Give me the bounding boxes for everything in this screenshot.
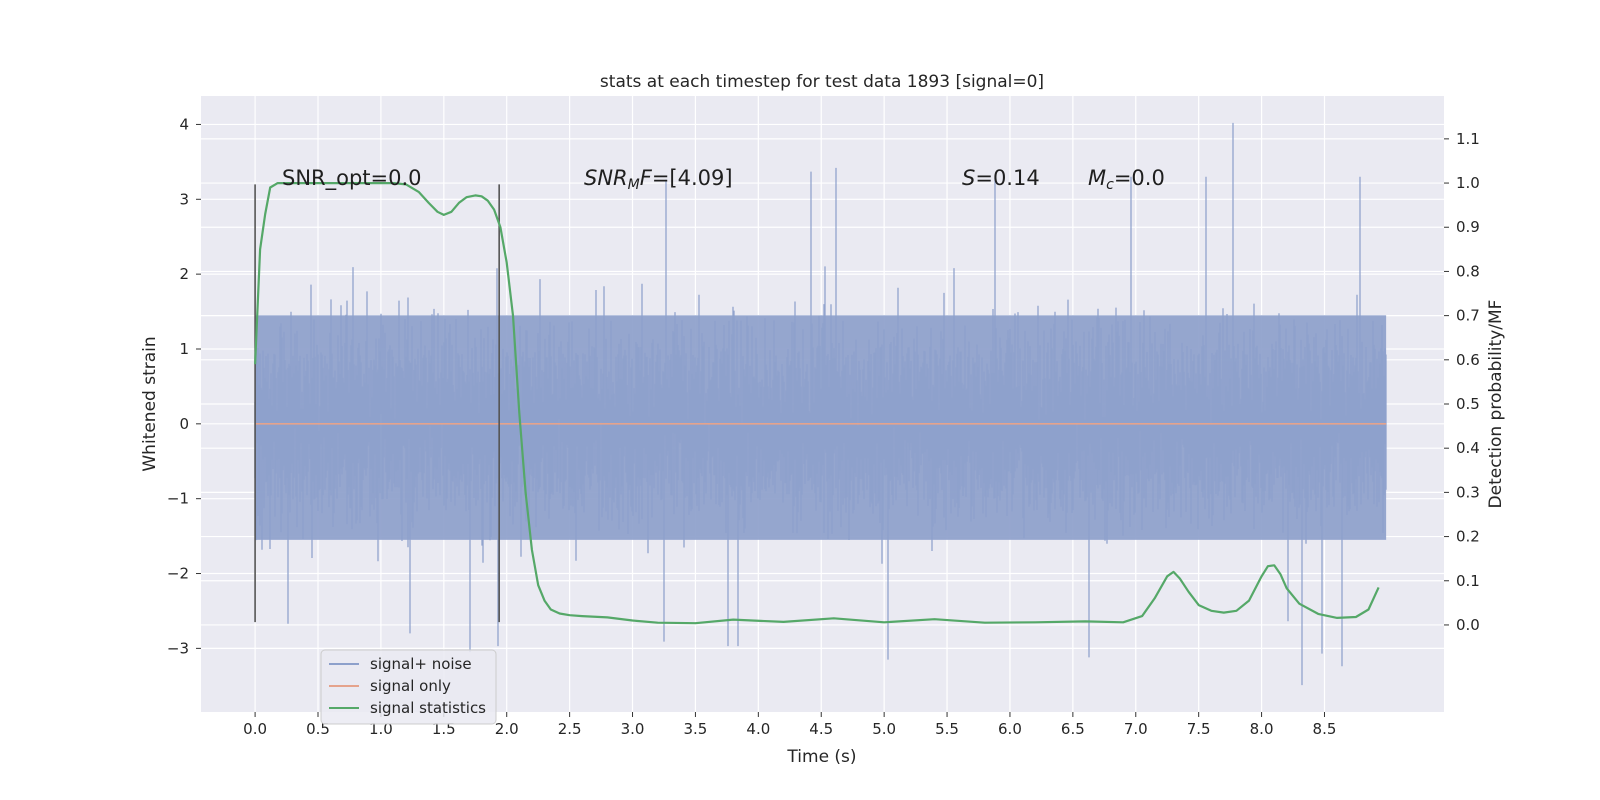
- x-tick-label-1: 0.5: [306, 720, 330, 738]
- x-tick-label-16: 8.0: [1250, 720, 1274, 738]
- legend-label-signal-statistics: signal statistics: [370, 699, 486, 717]
- x-axis-title: Time (s): [786, 747, 856, 767]
- y-tick-label-7: −3: [167, 639, 189, 657]
- legend-label-signal-only: signal only: [370, 677, 451, 695]
- y-tick-label-6: −2: [167, 565, 189, 583]
- x-tick-label-8: 4.0: [746, 720, 770, 738]
- annotation-snr-opt: SNR_opt=0.0: [282, 166, 422, 191]
- annotation-snr-mf-value: =[4.09]: [652, 166, 733, 190]
- y-axis-title: Whitened strain: [140, 336, 160, 471]
- series-signal-statistics: [254, 182, 1380, 625]
- y-tick-label-2: 2: [179, 265, 189, 283]
- chart-title: stats at each timestep for test data 189…: [600, 72, 1044, 92]
- y-axis-left: 4 3 2 1 0 −1 −2 −3: [167, 115, 201, 657]
- annotation-mc-sub: c: [1106, 177, 1114, 193]
- y-axis-right: 1.1 1.0 0.9 0.8 0.7 0.6 0.5 0.4 0.3 0.2 0.1 0.0: [1444, 130, 1480, 634]
- annotation-snr-mf-sub: M: [628, 177, 640, 193]
- x-tick-label-5: 2.5: [558, 720, 582, 738]
- x-tick-label-7: 3.5: [684, 720, 708, 738]
- annotation-s-label: S: [962, 166, 975, 190]
- annotation-mc-value: =0.0: [1114, 166, 1165, 190]
- signal-statistics-line: [254, 182, 1380, 625]
- y-tick-label-4: 0: [179, 415, 189, 433]
- x-tick-label-0: 0.0: [243, 720, 267, 738]
- x-tick-label-4: 2.0: [495, 720, 519, 738]
- annotation-snr-mf-base: SNR: [584, 166, 628, 190]
- x-tick-label-9: 4.5: [809, 720, 833, 738]
- legend-box: [320, 649, 497, 725]
- y2-tick-label-9: 0.2: [1456, 528, 1480, 546]
- x-tick-label-15: 7.5: [1187, 720, 1211, 738]
- y2-tick-label-11: 0.0: [1456, 616, 1480, 634]
- y2-tick-label-4: 0.7: [1456, 307, 1480, 325]
- y2-tick-label-2: 0.9: [1456, 218, 1480, 236]
- annotations: SNR_opt=0.0 SNRMF=[4.09] S=0.14 Mc=0.0: [282, 166, 1165, 193]
- y2-tick-label-7: 0.4: [1456, 439, 1480, 457]
- x-tick-label-11: 5.5: [935, 720, 959, 738]
- y2-tick-label-10: 0.1: [1456, 572, 1480, 590]
- y2-tick-label-1: 1.0: [1456, 174, 1480, 192]
- y2-axis-title: Detection probability/MF: [1486, 300, 1506, 509]
- x-tick-label-13: 6.5: [1061, 720, 1085, 738]
- y-tick-label-0: 4: [179, 115, 189, 133]
- series-signal-plus-noise: [254, 122, 1387, 686]
- x-tick-label-10: 5.0: [872, 720, 896, 738]
- y-tick-label-3: 1: [179, 340, 189, 358]
- x-tick-label-17: 8.5: [1313, 720, 1337, 738]
- y2-tick-label-6: 0.5: [1456, 395, 1480, 413]
- y2-tick-label-3: 0.8: [1456, 262, 1480, 280]
- legend-label-signal-plus-noise: signal+ noise: [370, 655, 472, 673]
- y2-tick-label-5: 0.6: [1456, 351, 1480, 369]
- y-tick-label-1: 3: [179, 190, 189, 208]
- annotation-mc-base: M: [1088, 166, 1106, 190]
- annotation-snr-mf: SNRMF=[4.09]: [584, 166, 733, 193]
- x-tick-label-12: 6.0: [998, 720, 1022, 738]
- annotation-s: S=0.14: [962, 166, 1040, 190]
- x-tick-label-14: 7.0: [1124, 720, 1148, 738]
- annotation-s-value: =0.14: [975, 166, 1039, 190]
- annotation-snr-mf-tail: F: [640, 166, 653, 190]
- annotation-mc: Mc=0.0: [1088, 166, 1165, 193]
- y2-tick-label-8: 0.3: [1456, 483, 1480, 501]
- window-markers: [254, 184, 500, 623]
- legend: signal+ noise signal only signal statist…: [320, 649, 497, 725]
- x-tick-label-6: 3.0: [621, 720, 645, 738]
- y2-tick-label-0: 1.1: [1456, 130, 1480, 148]
- y-tick-label-5: −1: [167, 490, 189, 508]
